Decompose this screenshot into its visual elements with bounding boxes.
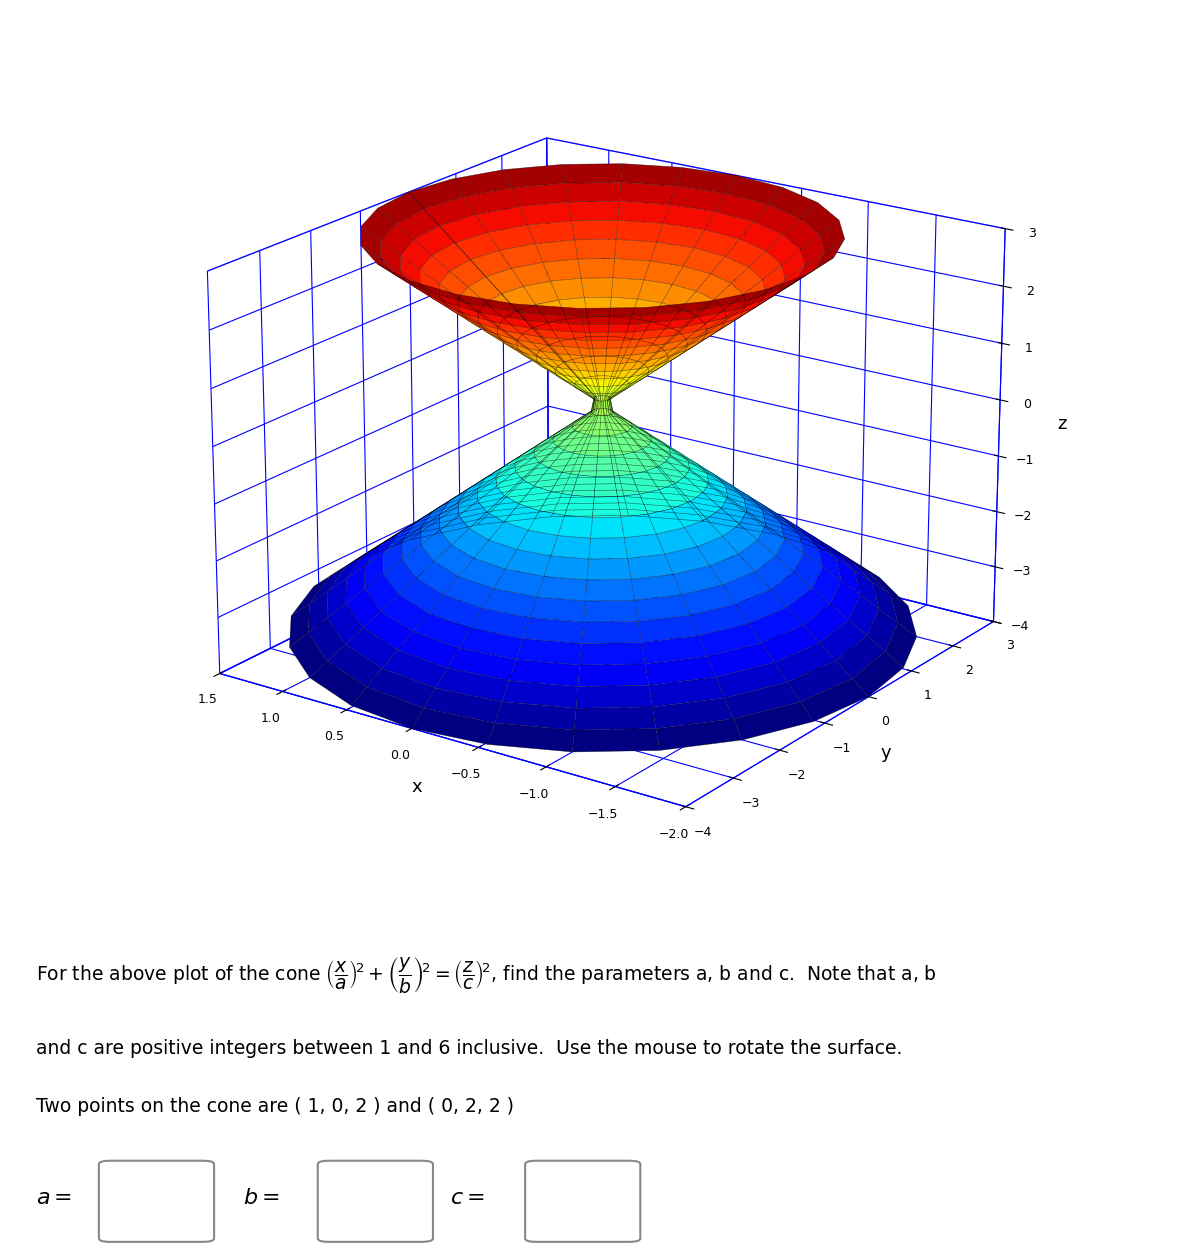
Text: Two points on the cone are ( 1, 0, 2 ) and ( 0, 2, 2 ): Two points on the cone are ( 1, 0, 2 ) a… xyxy=(36,1097,514,1116)
FancyBboxPatch shape xyxy=(98,1161,214,1242)
Text: $c =$: $c =$ xyxy=(450,1188,485,1208)
Text: and c are positive integers between 1 and 6 inclusive.  Use the mouse to rotate : and c are positive integers between 1 an… xyxy=(36,1039,902,1058)
FancyBboxPatch shape xyxy=(318,1161,433,1242)
FancyBboxPatch shape xyxy=(526,1161,641,1242)
Text: $b =$: $b =$ xyxy=(242,1188,280,1208)
X-axis label: x: x xyxy=(412,777,422,796)
Text: $a =$: $a =$ xyxy=(36,1188,72,1208)
Y-axis label: y: y xyxy=(881,744,892,762)
Text: For the above plot of the cone $\left(\dfrac{x}{a}\right)^{\!2}+ \left(\dfrac{y}: For the above plot of the cone $\left(\d… xyxy=(36,954,936,994)
